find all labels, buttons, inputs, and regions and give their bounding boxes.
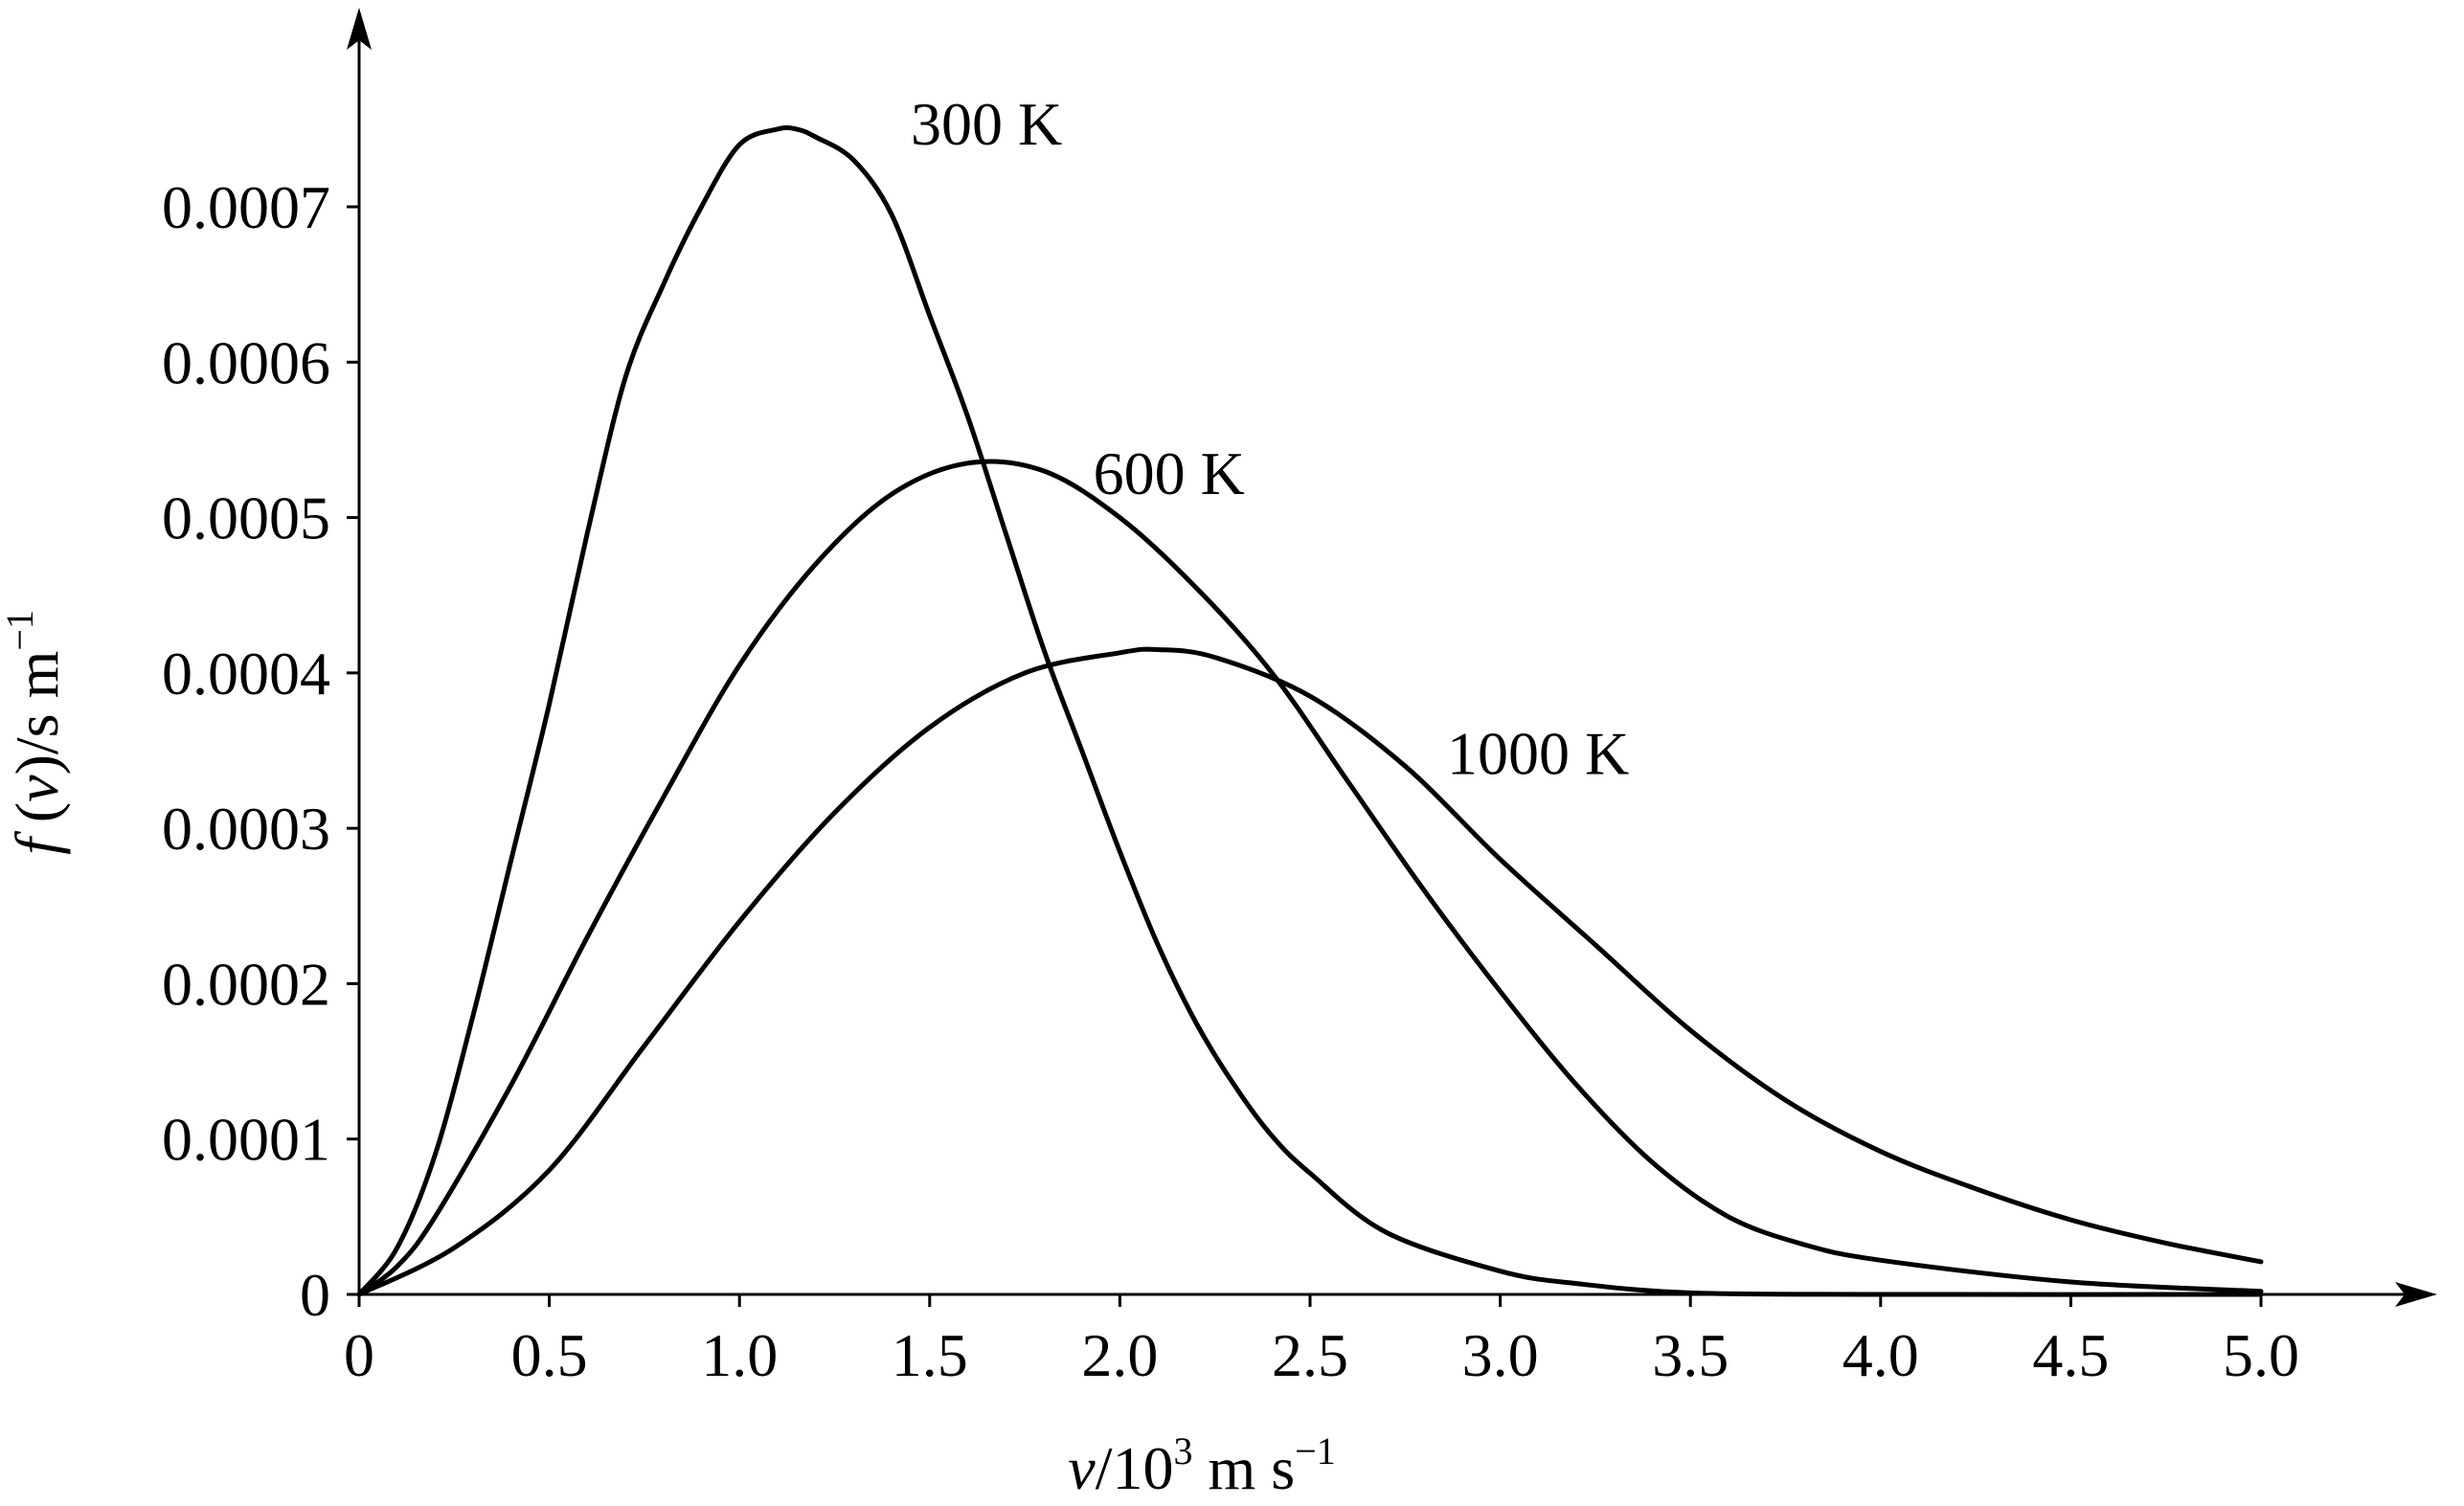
y-tick-label: 0	[300, 1261, 330, 1329]
x-axis-title-sup1: 3	[1173, 1429, 1192, 1472]
series-label-600k: 600 K	[1094, 439, 1245, 507]
x-axis-title-var: v	[1068, 1434, 1096, 1502]
x-tick-label: 3.0	[1462, 1321, 1539, 1389]
y-tick-label: 0.0007	[162, 173, 330, 241]
x-tick-label: 1.5	[892, 1321, 968, 1389]
y-tick-label: 0.0004	[162, 640, 330, 708]
series-curve-1000k	[356, 646, 2264, 1297]
x-axis-title-unit: m s	[1192, 1434, 1295, 1502]
y-axis-title-rest: )/s m	[3, 651, 71, 775]
series-label-300k: 300 K	[911, 90, 1062, 158]
y-axis-title-paren: (	[3, 802, 71, 838]
y-tick-label: 0.0005	[162, 484, 330, 552]
y-ticks: 0 0.0001 0.0002 0.0003 0.0004 0.0005 0.0006 0.0…	[162, 173, 359, 1329]
y-tick-label: 0.0006	[162, 328, 330, 396]
y-axis-title-v: v	[3, 775, 71, 802]
x-axis-title: v/103 m s−1	[1068, 1429, 1335, 1502]
x-tick-label: 2.0	[1081, 1321, 1158, 1389]
y-axis-title: f (v)/s m−1	[0, 610, 71, 855]
x-tick-label: 0.5	[511, 1321, 588, 1389]
x-tick-label: 0	[344, 1321, 374, 1389]
y-tick-label: 0.0002	[162, 950, 330, 1018]
x-axis-arrow	[2395, 1282, 2437, 1307]
x-tick-label: 4.0	[1842, 1321, 1919, 1389]
x-ticks: 0 0.5 1.0 1.5 2.0 2.5 3.0 3.5 4.0 4.5 5.0	[344, 1294, 2299, 1389]
x-axis-title-sup2: −1	[1295, 1429, 1336, 1472]
y-tick-label: 0.0003	[162, 795, 330, 863]
x-tick-label: 5.0	[2223, 1321, 2299, 1389]
series-curve-600k	[356, 459, 2264, 1297]
series-labels: 300 K 600 K 1000 K	[911, 90, 1629, 787]
x-axis-title-rest: /10	[1096, 1434, 1174, 1502]
y-tick-label: 0.0001	[162, 1106, 330, 1174]
y-axis-arrow	[347, 8, 372, 50]
series-curve-300k	[356, 124, 2264, 1297]
series-label-1000k: 1000 K	[1447, 719, 1629, 787]
curves	[356, 124, 2264, 1297]
y-axis-title-sup: −1	[0, 610, 41, 651]
x-tick-label: 2.5	[1272, 1321, 1348, 1389]
x-tick-label: 4.5	[2032, 1321, 2109, 1389]
x-tick-label: 1.0	[701, 1321, 778, 1389]
x-tick-label: 3.5	[1652, 1321, 1729, 1389]
